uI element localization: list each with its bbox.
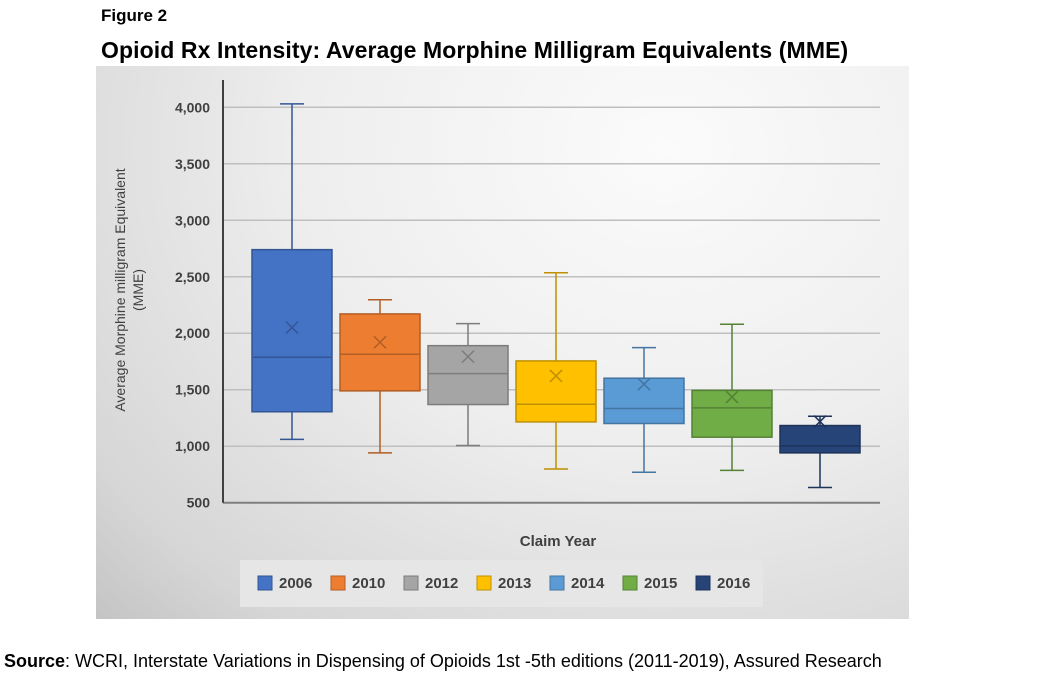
box-2014	[603, 377, 685, 425]
source-label: Source	[4, 651, 66, 671]
legend-swatch	[330, 575, 346, 591]
y-axis-label: Average Morphine milligram Equivalent (MM…	[112, 168, 146, 411]
box-2010	[339, 313, 421, 392]
mean-marker	[285, 321, 299, 335]
box-2016	[779, 424, 861, 454]
mean-marker	[549, 369, 563, 383]
legend-label: 2010	[352, 575, 385, 592]
legend-label: 2012	[425, 575, 458, 592]
plot-background	[96, 66, 909, 619]
y-axis-label-line: Average Morphine milligram Equivalent	[112, 168, 128, 411]
y-tick-label: 2,000	[175, 325, 210, 341]
chart-title: Opioid Rx Intensity: Average Morphine Mi…	[101, 37, 849, 63]
y-tick-label: 500	[187, 495, 211, 511]
legend-swatch	[476, 575, 492, 591]
mean-marker	[373, 335, 387, 349]
box-2015	[691, 389, 773, 438]
y-tick-label: 3,500	[175, 156, 210, 172]
legend-swatch	[257, 575, 273, 591]
legend-box	[240, 560, 763, 607]
y-tick-label: 1,000	[175, 438, 210, 454]
mean-marker	[813, 415, 827, 429]
legend-swatch	[695, 575, 711, 591]
x-axis-label: Claim Year	[520, 533, 597, 550]
y-tick-label: 3,000	[175, 212, 210, 228]
box-2013	[515, 360, 597, 423]
mean-marker	[637, 377, 651, 391]
box-2012	[427, 344, 509, 406]
mean-marker	[461, 350, 475, 364]
legend-label: 2015	[644, 575, 677, 592]
box-2006	[251, 248, 333, 413]
figure-label: Figure 2	[101, 6, 168, 25]
legend-swatch	[403, 575, 419, 591]
source-text: : WCRI, Interstate Variations in Dispens…	[65, 651, 882, 671]
y-tick-label: 2,500	[175, 269, 210, 285]
legend-label: 2016	[717, 575, 750, 592]
y-tick-label: 4,000	[175, 99, 210, 115]
source-note: Source: WCRI, Interstate Variations in D…	[4, 651, 882, 672]
legend-label: 2006	[279, 575, 312, 592]
legend-swatch	[549, 575, 565, 591]
legend-label: 2014	[571, 575, 605, 592]
y-axis-label-line: (MME)	[130, 269, 146, 311]
legend-swatch	[622, 575, 638, 591]
y-tick-label: 1,500	[175, 382, 210, 398]
mean-marker	[725, 390, 739, 404]
legend-label: 2013	[498, 575, 531, 592]
